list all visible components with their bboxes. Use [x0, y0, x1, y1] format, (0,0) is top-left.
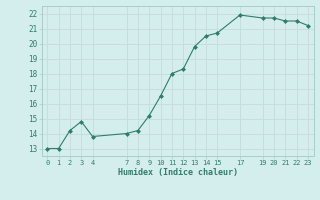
X-axis label: Humidex (Indice chaleur): Humidex (Indice chaleur) — [118, 168, 237, 177]
